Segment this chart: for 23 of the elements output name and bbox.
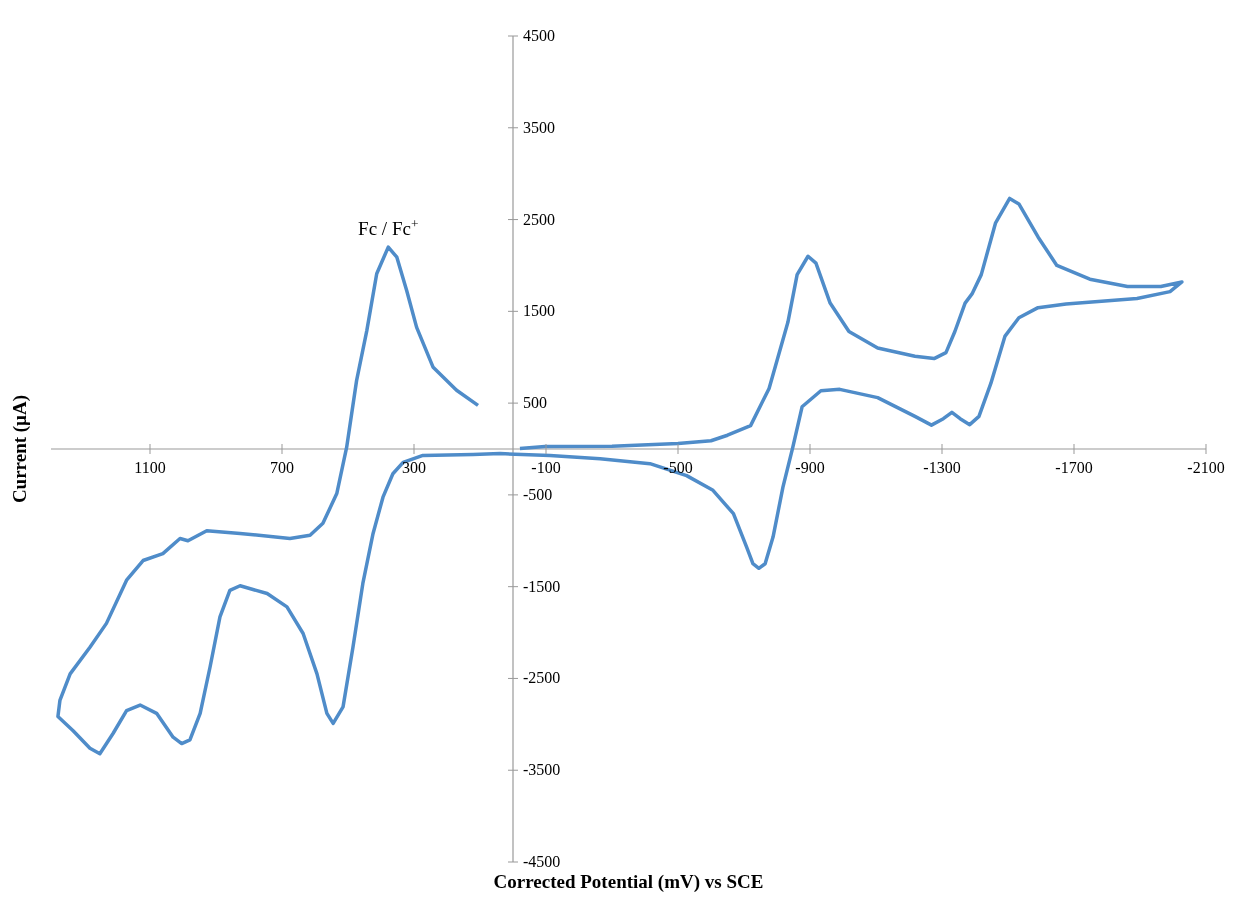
x-tick-label: 700 [270,459,294,476]
y-tick-label: 1500 [523,302,555,320]
x-tick-label: -500 [663,459,693,476]
y-tick-label: 3500 [523,118,555,136]
y-axis-title: Current (µA) [8,394,31,504]
x-tick-label: -2100 [1187,459,1225,476]
x-tick-label: 1100 [134,459,166,476]
y-tick-label: -500 [523,485,553,503]
y-tick-label: -3500 [523,761,561,779]
x-tick-label: -1700 [1055,459,1093,476]
y-tick-label: 4500 [523,27,555,44]
y-tick-label: -2500 [523,669,561,687]
x-tick-label: -1300 [923,459,961,476]
y-tick-label: -4500 [523,853,561,870]
line-series [56,196,1184,756]
x-tick-label: -100 [531,459,561,476]
y-tick-label: 500 [523,394,547,412]
x-tick-label: 300 [402,459,426,476]
x-axis-title: Corrected Potential (mV) vs SCE [493,871,764,893]
annotation: Fc / Fc$^{+}$ [358,215,419,240]
x-tick-label: -900 [795,459,825,476]
y-tick-label: -1500 [523,577,561,595]
y-tick-label: 2500 [523,210,555,228]
